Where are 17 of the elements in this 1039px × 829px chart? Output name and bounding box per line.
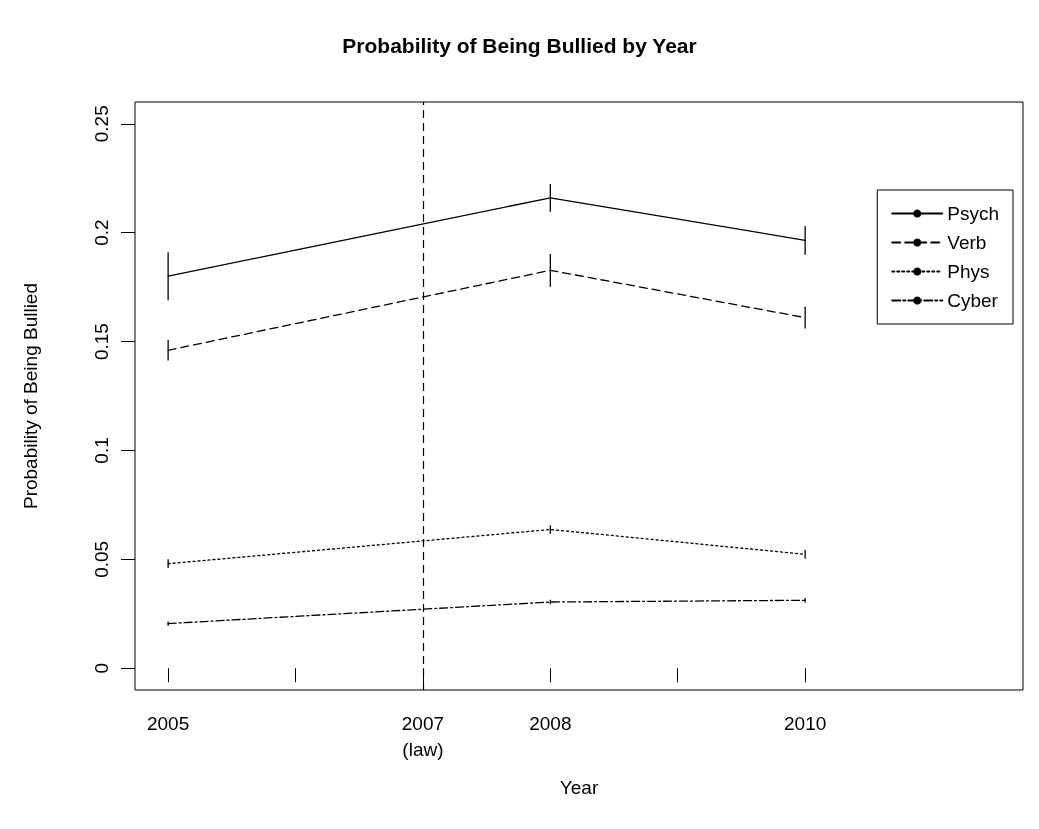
legend-label: Verb <box>947 232 987 253</box>
x-tick-label: 2005 <box>146 712 190 734</box>
y-tick-label: 0.15 <box>91 323 112 361</box>
chart-title: Probability of Being Bullied by Year <box>342 34 697 57</box>
y-tick-label: 0.05 <box>91 540 112 578</box>
legend-label: Phys <box>947 261 990 282</box>
legend-label: Cyber <box>947 290 999 311</box>
y-tick-label: 0.2 <box>91 219 112 246</box>
x-tick-label: 2008 <box>529 712 572 734</box>
y-tick-label: 0 <box>91 662 112 674</box>
y-axis-title: Probability of Being Bullied <box>20 282 41 510</box>
y-tick-label: 0.25 <box>91 105 112 143</box>
x-tick-label: 2007 (law) <box>401 712 445 760</box>
x-tick-label: 2010 <box>784 712 827 734</box>
legend-label: Psych <box>947 203 1000 224</box>
y-tick-label: 0.1 <box>91 437 112 464</box>
x-axis-title: Year <box>559 777 599 798</box>
